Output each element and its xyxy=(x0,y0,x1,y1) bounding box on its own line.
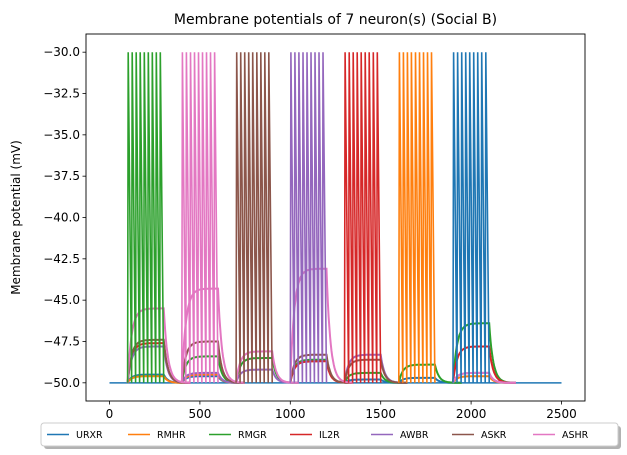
x-tick-label: 1000 xyxy=(275,407,306,421)
spike-train xyxy=(452,52,490,383)
x-tick-label: 2500 xyxy=(546,407,577,421)
y-tick-label: −32.5 xyxy=(43,87,80,101)
y-tick-label: −37.5 xyxy=(43,169,80,183)
spikes-urxr xyxy=(452,52,490,383)
spikes-rmhr xyxy=(398,52,436,383)
legend-label: AWBR xyxy=(400,430,429,441)
x-tick-label: 500 xyxy=(188,407,211,421)
y-tick-label: −42.5 xyxy=(43,252,80,266)
x-tick-label: 1500 xyxy=(365,407,396,421)
spike-train xyxy=(181,52,219,383)
legend-label: ASKR xyxy=(481,430,507,441)
legend-label: IL2R xyxy=(319,430,340,441)
y-axis: −50.0 −47.5 −45.0 −42.5 −40.0 −37.5 −35.0 −32.5… xyxy=(43,45,86,390)
y-tick-label: −40.0 xyxy=(43,211,80,225)
y-tick-label: −47.5 xyxy=(43,334,80,348)
spikes-awbr xyxy=(289,52,328,383)
spike-train xyxy=(398,52,436,383)
legend: URXR RMHR RMGR IL2R AWBR ASKR ASHR xyxy=(40,422,621,449)
x-tick-label: 2000 xyxy=(456,407,487,421)
y-axis-title: Membrane potential (mV) xyxy=(9,140,23,295)
y-tick-label: −50.0 xyxy=(43,376,80,390)
spikes-il2r xyxy=(343,52,382,383)
y-tick-label: −45.0 xyxy=(43,293,80,307)
spike-train xyxy=(289,52,328,383)
legend-label: RMHR xyxy=(157,430,186,441)
x-tick-label: 0 xyxy=(106,407,114,421)
legend-label: RMGR xyxy=(238,430,267,441)
spikes-askr xyxy=(235,52,273,383)
spikes-ashr xyxy=(181,52,219,383)
spikes-rmgr xyxy=(126,52,165,383)
x-axis: 0 500 1000 1500 2000 2500 xyxy=(106,401,577,421)
spike-train xyxy=(235,52,273,383)
spike-train xyxy=(343,52,382,383)
chart-title: Membrane potentials of 7 neuron(s) (Soci… xyxy=(174,12,497,28)
spike-train xyxy=(126,52,165,383)
traces-layer xyxy=(109,52,562,384)
legend-box xyxy=(40,422,619,447)
legend-label: ASHR xyxy=(562,430,589,441)
legend-label: URXR xyxy=(76,430,103,441)
y-tick-label: −30.0 xyxy=(43,45,80,59)
y-tick-label: −35.0 xyxy=(43,128,80,142)
